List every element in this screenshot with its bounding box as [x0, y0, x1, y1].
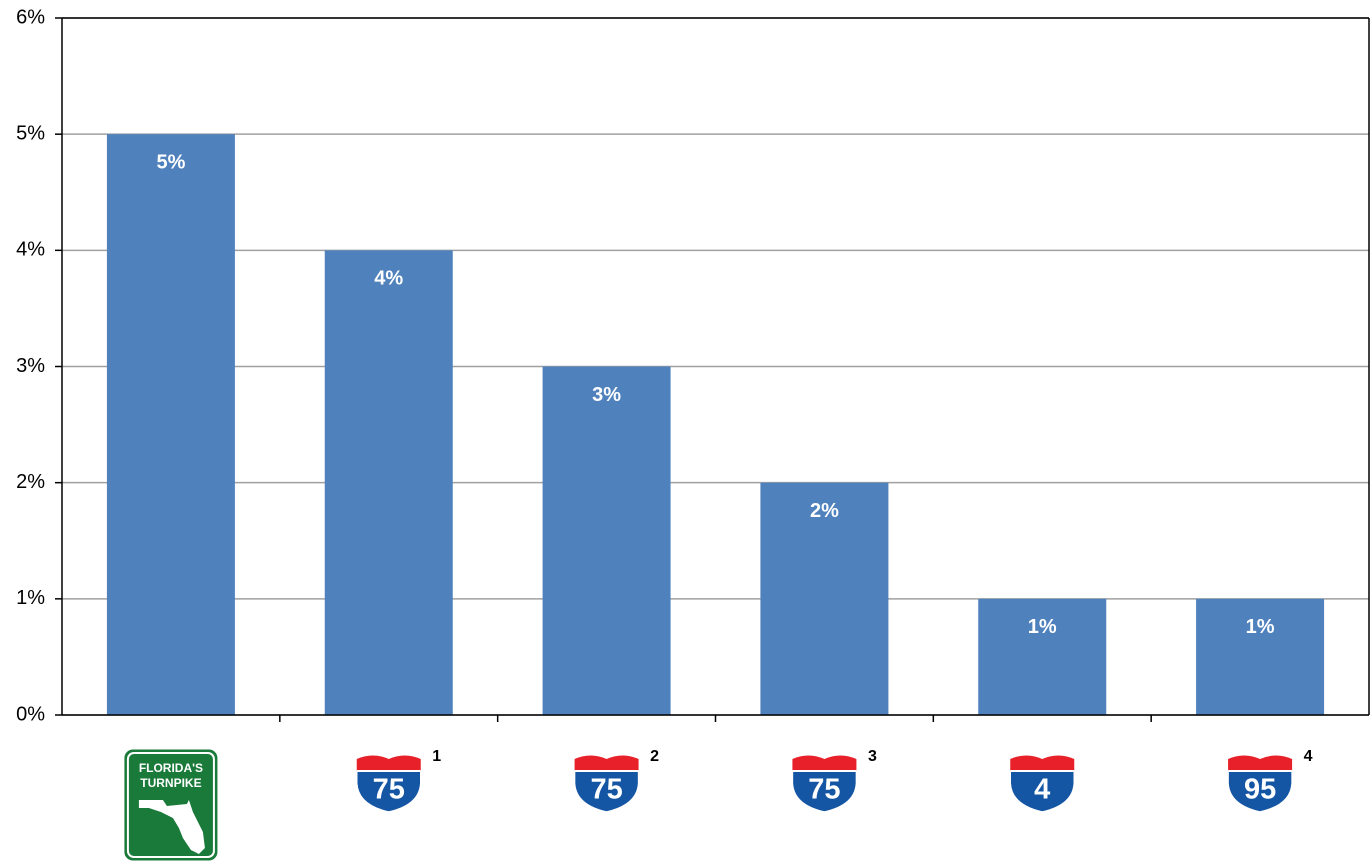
shield-top	[574, 755, 639, 771]
value-label: 2%	[810, 500, 839, 522]
interstate-shield: 4	[1009, 754, 1075, 813]
y-tick-label: 3%	[16, 355, 45, 377]
value-label: 1%	[1246, 616, 1275, 638]
bar	[542, 366, 671, 715]
interstate-shield: 95	[1227, 754, 1293, 813]
shield-top	[1228, 755, 1293, 771]
shield-number: 4	[1034, 774, 1050, 806]
bar	[760, 482, 889, 715]
y-tick-label: 4%	[16, 239, 45, 261]
value-label: 1%	[1028, 616, 1057, 638]
shield-top	[356, 755, 421, 771]
bar	[324, 250, 453, 716]
shield-top	[1010, 755, 1075, 771]
footnote: 4	[1304, 748, 1313, 765]
footnote: 3	[868, 748, 877, 765]
sign-text: FLORIDA'S	[139, 761, 203, 775]
y-tick-label: 6%	[16, 6, 45, 28]
y-tick-label: 1%	[16, 587, 45, 609]
y-tick-label: 0%	[16, 703, 45, 725]
y-tick-label: 2%	[16, 471, 45, 493]
bar	[1196, 598, 1325, 715]
shield-number: 95	[1244, 774, 1276, 806]
sign-text: TURNPIKE	[140, 776, 201, 790]
interstate-shield: 75	[791, 754, 858, 813]
bar	[978, 598, 1107, 715]
shield-top	[792, 755, 857, 771]
shield-number: 75	[808, 774, 840, 806]
y-tick-label: 5%	[16, 122, 45, 144]
florida-shape	[138, 800, 205, 854]
footnote: 1	[432, 748, 441, 765]
sign-border	[126, 752, 215, 858]
value-label: 3%	[592, 384, 621, 406]
value-label: 5%	[156, 151, 185, 173]
bar	[106, 134, 235, 715]
shield-number: 75	[373, 774, 405, 806]
value-label: 4%	[374, 268, 403, 290]
interstate-shield: 75	[573, 754, 640, 813]
interstate-shield: 75	[356, 754, 422, 813]
shield-number: 75	[590, 774, 622, 806]
footnote: 2	[650, 748, 659, 765]
